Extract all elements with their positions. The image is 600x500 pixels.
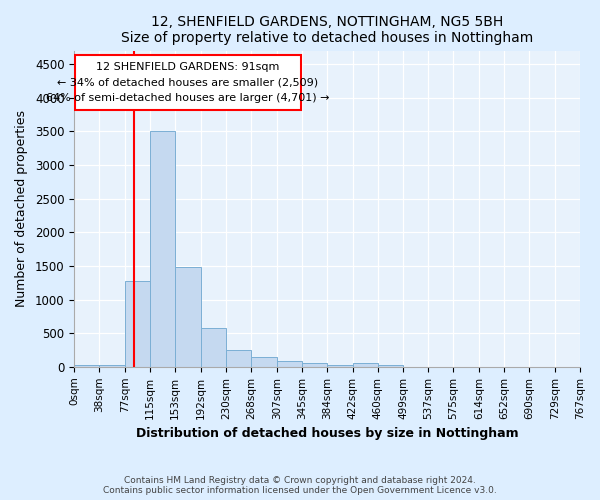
- Bar: [328, 365, 353, 367]
- Bar: [201, 328, 226, 367]
- Bar: [125, 280, 150, 367]
- Bar: [251, 358, 277, 367]
- FancyBboxPatch shape: [75, 54, 301, 110]
- Bar: [226, 350, 251, 367]
- Text: 64% of semi-detached houses are larger (4,701) →: 64% of semi-detached houses are larger (…: [46, 92, 330, 102]
- Text: Contains HM Land Registry data © Crown copyright and database right 2024.
Contai: Contains HM Land Registry data © Crown c…: [103, 476, 497, 495]
- Bar: [74, 365, 100, 367]
- Bar: [277, 362, 302, 367]
- Text: 12 SHENFIELD GARDENS: 91sqm: 12 SHENFIELD GARDENS: 91sqm: [97, 62, 280, 72]
- Title: 12, SHENFIELD GARDENS, NOTTINGHAM, NG5 5BH
Size of property relative to detached: 12, SHENFIELD GARDENS, NOTTINGHAM, NG5 5…: [121, 15, 533, 45]
- Bar: [377, 365, 403, 367]
- X-axis label: Distribution of detached houses by size in Nottingham: Distribution of detached houses by size …: [136, 427, 518, 440]
- Bar: [150, 132, 175, 367]
- Y-axis label: Number of detached properties: Number of detached properties: [15, 110, 28, 307]
- Bar: [302, 364, 328, 367]
- Bar: [175, 267, 201, 367]
- Text: ← 34% of detached houses are smaller (2,509): ← 34% of detached houses are smaller (2,…: [58, 77, 319, 87]
- Bar: [100, 365, 125, 367]
- Bar: [353, 364, 377, 367]
